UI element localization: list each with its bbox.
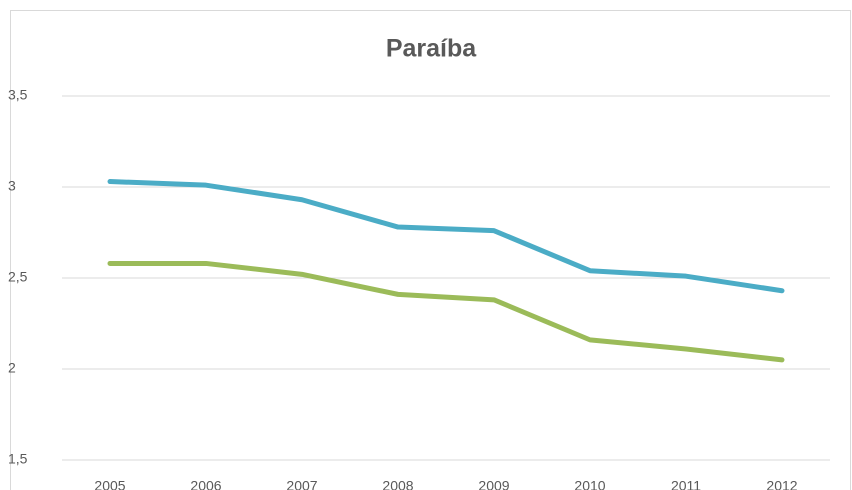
y-tick-label: 2,5	[8, 269, 28, 285]
y-tick-label: 2	[8, 360, 16, 376]
chart-border	[10, 10, 851, 490]
line-series	[107, 179, 785, 294]
y-tick-label: 1,5	[8, 451, 28, 467]
x-tick-label: 2007	[286, 478, 317, 490]
y-tick-label: 3	[8, 178, 16, 194]
chart-title: Paraíba	[386, 35, 477, 63]
y-tick-label: 3,5	[8, 87, 28, 103]
x-tick-label: 2011	[671, 478, 701, 490]
x-tick-label: 2008	[382, 478, 413, 490]
x-tick-label: 2012	[766, 478, 797, 490]
x-tick-label: 2010	[574, 478, 605, 490]
x-tick-label: 2005	[94, 478, 125, 490]
line-series	[107, 260, 785, 363]
x-tick-label: 2009	[478, 478, 509, 490]
x-tick-label: 2006	[190, 478, 221, 490]
